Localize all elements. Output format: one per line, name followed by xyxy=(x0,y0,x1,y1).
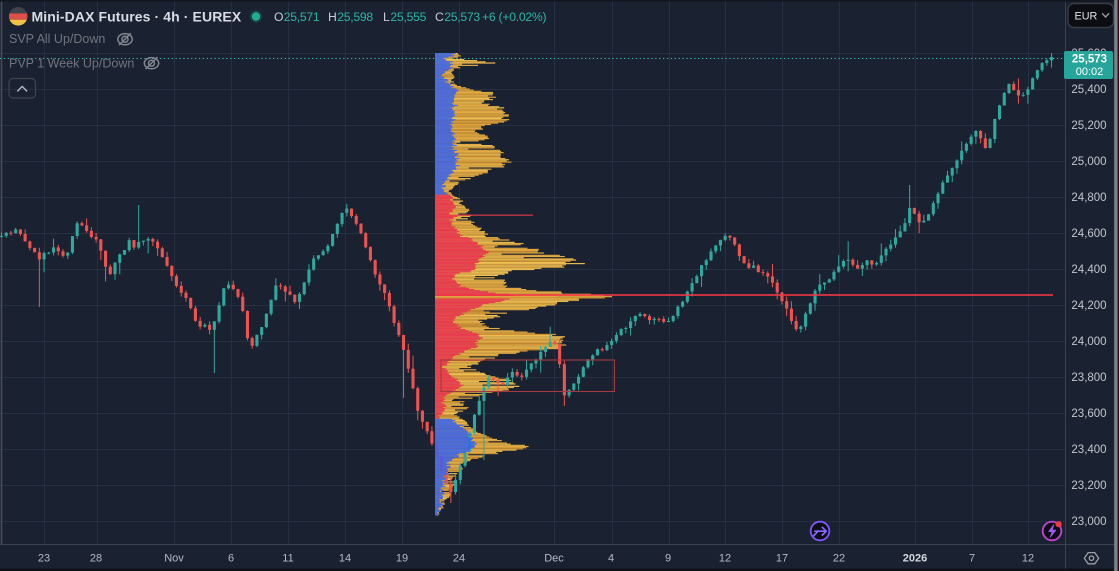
svg-text:4: 4 xyxy=(608,553,614,565)
svg-text:25,400: 25,400 xyxy=(1071,84,1106,96)
svg-text:12: 12 xyxy=(719,553,731,565)
svg-text:EUR: EUR xyxy=(1075,11,1098,23)
svg-text:6: 6 xyxy=(228,553,234,565)
svg-text:23,000: 23,000 xyxy=(1071,516,1106,528)
svg-text:24,400: 24,400 xyxy=(1071,264,1106,276)
svg-text:23,800: 23,800 xyxy=(1071,372,1106,384)
svg-text:19: 19 xyxy=(396,553,408,565)
svg-text:9: 9 xyxy=(665,553,671,565)
svg-text:23,200: 23,200 xyxy=(1071,480,1106,492)
svg-text:25,573: 25,573 xyxy=(1072,54,1107,66)
svg-text:Nov: Nov xyxy=(164,553,184,565)
svg-text:7: 7 xyxy=(969,553,975,565)
svg-text:24,000: 24,000 xyxy=(1071,336,1106,348)
svg-text:25,000: 25,000 xyxy=(1071,156,1106,168)
svg-text:25,573: 25,573 xyxy=(444,10,480,24)
svg-text:25,598: 25,598 xyxy=(337,10,373,24)
svg-text:23,400: 23,400 xyxy=(1071,444,1106,456)
svg-text:22: 22 xyxy=(833,553,845,565)
svg-text:H: H xyxy=(328,10,337,24)
svg-text:O: O xyxy=(274,10,283,24)
svg-text:25,555: 25,555 xyxy=(390,10,426,24)
svg-text:Mini-DAX Futures · 4h · EUREX: Mini-DAX Futures · 4h · EUREX xyxy=(32,9,242,25)
svg-text:25,200: 25,200 xyxy=(1071,120,1106,132)
svg-text:17: 17 xyxy=(776,553,788,565)
svg-text:L: L xyxy=(383,10,390,24)
svg-text:+6 (+0.02%): +6 (+0.02%) xyxy=(482,10,547,24)
svg-text:23,600: 23,600 xyxy=(1071,408,1106,420)
svg-text:12: 12 xyxy=(1022,553,1034,565)
svg-text:PVP 1 Week Up/Down: PVP 1 Week Up/Down xyxy=(9,57,134,71)
svg-text:23: 23 xyxy=(38,553,50,565)
svg-text:24: 24 xyxy=(453,553,465,565)
svg-text:24,600: 24,600 xyxy=(1071,228,1106,240)
svg-text:C: C xyxy=(435,10,444,24)
svg-text:Dec: Dec xyxy=(544,553,564,565)
svg-text:24,800: 24,800 xyxy=(1071,192,1106,204)
svg-text:SVP All Up/Down: SVP All Up/Down xyxy=(9,32,105,46)
svg-text:14: 14 xyxy=(339,553,351,565)
svg-text:2026: 2026 xyxy=(903,553,927,565)
svg-text:25,571: 25,571 xyxy=(284,10,320,24)
svg-text:24,200: 24,200 xyxy=(1071,300,1106,312)
svg-text:28: 28 xyxy=(90,553,102,565)
svg-text:11: 11 xyxy=(282,553,293,565)
svg-text:00:02: 00:02 xyxy=(1076,66,1104,78)
